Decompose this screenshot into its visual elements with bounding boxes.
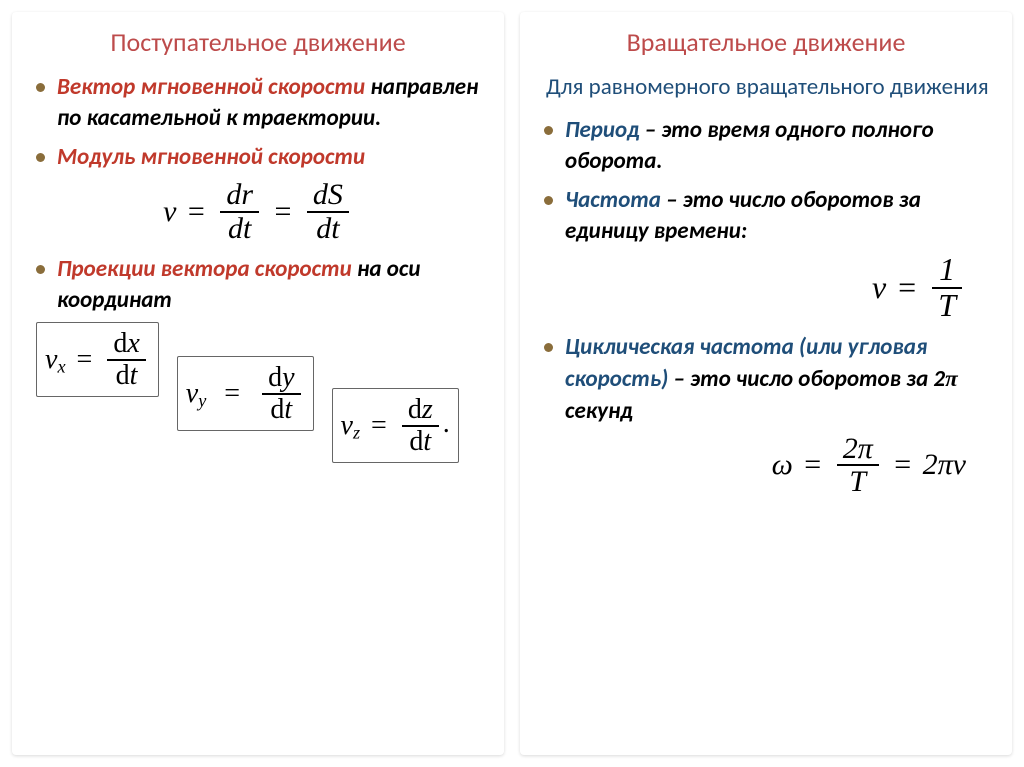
projection-formulas: vx = dx dt vy = dy dt vz = dz dt . <box>32 322 484 463</box>
denominator: dt <box>220 211 259 245</box>
lhs: ν <box>872 269 886 306</box>
bullet-dot <box>544 343 553 352</box>
right-title: Вращательное движение <box>540 26 992 58</box>
fraction: dz dt <box>402 395 439 456</box>
bullet-text: Циклическая частота (или угловая скорост… <box>565 332 992 426</box>
bullet-dot <box>36 83 45 92</box>
equals: = <box>217 379 247 408</box>
accent-phrase: Вектор мгновенной скорости <box>57 73 365 101</box>
formula-frequency: ν = 1 T <box>540 253 992 322</box>
formula-vy: vy = dy dt <box>177 356 314 431</box>
numerator: 1 <box>932 253 962 287</box>
left-column: Поступательное движение Вектор мгновенно… <box>12 12 504 755</box>
equals: = <box>898 269 916 306</box>
denominator: dt <box>402 425 439 456</box>
accent-phrase: Период <box>565 116 640 144</box>
right-column: Вращательное движение Для равномерного в… <box>520 12 1012 755</box>
bullet-text: Частота – это число оборотов за единицу … <box>565 185 992 247</box>
bullet-dot <box>544 126 553 135</box>
fraction: dS dt <box>307 179 349 244</box>
subscript: y <box>198 391 206 411</box>
bullet-period: Период – это время одного полного оборот… <box>544 115 992 177</box>
bullet-angular: Циклическая частота (или угловая скорост… <box>544 332 992 426</box>
numerator: 2π <box>837 433 879 465</box>
bullet-projections: Проекции вектора скорости на оси координ… <box>36 254 484 316</box>
formula-velocity: v = dr dt = dS dt <box>32 179 484 244</box>
accent-phrase: Частота <box>565 186 661 214</box>
equals: = <box>804 448 821 482</box>
accent-phrase: Проекции вектора скорости <box>57 255 357 283</box>
numerator: dy <box>262 363 300 392</box>
accent-phrase: Модуль мгновенной скорости <box>57 143 365 171</box>
fraction: 2π T <box>837 433 879 498</box>
denominator: dt <box>107 359 145 390</box>
bullet-frequency: Частота – это число оборотов за единицу … <box>544 185 992 247</box>
subscript: x <box>57 357 65 377</box>
equals: = <box>77 345 93 374</box>
denominator: dt <box>262 393 300 424</box>
fraction: dr dt <box>220 179 259 244</box>
numerator: dx <box>107 329 145 358</box>
numerator: dr <box>220 179 259 211</box>
lhs: ω <box>772 448 793 482</box>
plain-phrase: – это число оборотов за <box>668 365 933 393</box>
right-subheader: Для равномерного вращательного движения <box>546 72 992 103</box>
formula-vx: vx = dx dt <box>36 322 159 397</box>
equals: = <box>275 195 292 229</box>
lhs: v <box>341 411 353 440</box>
numerator: dS <box>307 179 349 211</box>
denominator: T <box>932 287 962 323</box>
formula-omega: ω = 2π T = 2πν <box>540 433 992 498</box>
fraction: dy dt <box>262 363 300 424</box>
fraction: dx dt <box>107 329 145 390</box>
bullet-text: Период – это время одного полного оборот… <box>565 115 992 177</box>
bullet-text: Вектор мгновенной скорости направлен по … <box>57 72 484 134</box>
bullet-modulus: Модуль мгновенной скорости <box>36 142 484 173</box>
two: 2 <box>933 365 945 393</box>
denominator: T <box>837 464 879 498</box>
plain-phrase: секунд <box>565 397 633 425</box>
bullet-text: Проекции вектора скорости на оси координ… <box>57 254 484 316</box>
equals: = <box>188 195 205 229</box>
bullet-text: Модуль мгновенной скорости <box>57 142 484 173</box>
bullet-dot <box>36 153 45 162</box>
bullet-vector: Вектор мгновенной скорости направлен по … <box>36 72 484 134</box>
bullet-dot <box>36 265 45 274</box>
denominator: dt <box>307 211 349 245</box>
bullet-dot <box>544 196 553 205</box>
fraction: 1 T <box>932 253 962 322</box>
lhs: v <box>163 195 176 229</box>
equals: = <box>371 411 387 440</box>
lhs: v <box>45 345 57 374</box>
pi-symbol: π <box>945 366 958 391</box>
equals: = <box>894 448 911 482</box>
numerator: dz <box>402 395 439 424</box>
formula-vz: vz = dz dt . <box>332 388 459 463</box>
rhs: 2πν <box>923 448 966 482</box>
left-title: Поступательное движение <box>32 26 484 58</box>
lhs: v <box>186 379 198 408</box>
subscript: z <box>353 423 360 443</box>
